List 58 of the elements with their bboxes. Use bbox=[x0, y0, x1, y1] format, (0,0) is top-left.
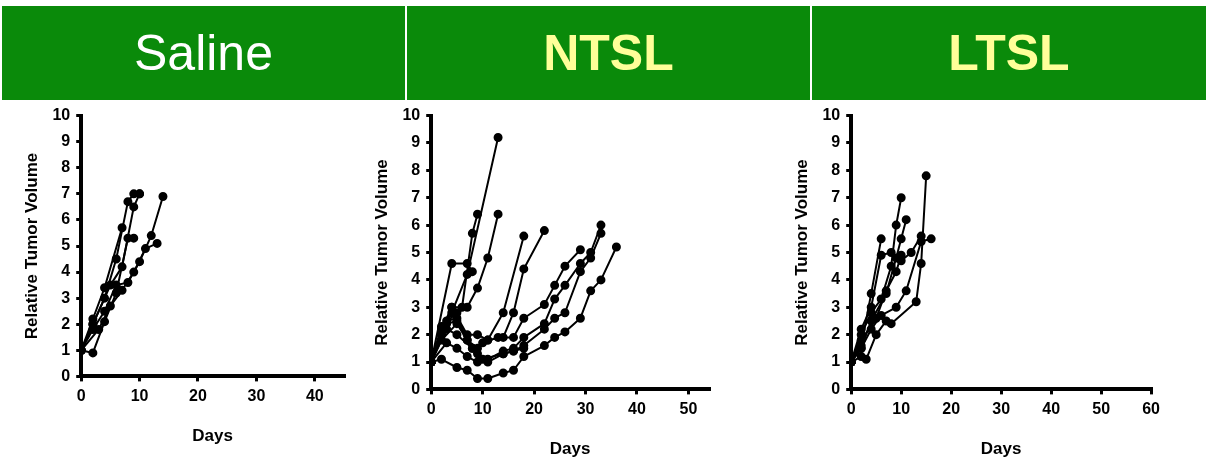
chart-title: NTSL bbox=[405, 6, 810, 100]
y-tick-label: 4 bbox=[831, 270, 841, 288]
x-tick-label: 30 bbox=[247, 387, 266, 405]
x-tick-label: 50 bbox=[1092, 400, 1111, 418]
y-axis-title: Relative Tumor Volume bbox=[791, 159, 811, 346]
y-tick-label: 6 bbox=[831, 215, 841, 233]
x-tick-label: 40 bbox=[305, 387, 324, 405]
y-tick-label: 10 bbox=[402, 106, 421, 124]
y-tick-label: 10 bbox=[52, 106, 71, 124]
y-tick-label: 8 bbox=[61, 158, 71, 176]
y-tick-label: 4 bbox=[61, 262, 71, 280]
y-tick-label: 2 bbox=[61, 314, 71, 332]
y-tick-label: 9 bbox=[831, 133, 841, 151]
x-tick-label: 10 bbox=[473, 400, 492, 418]
x-axis-title: Days bbox=[192, 426, 233, 446]
y-tick-label: 1 bbox=[411, 352, 421, 370]
y-tick-label: 2 bbox=[411, 325, 421, 343]
x-tick-label: 0 bbox=[846, 400, 856, 418]
y-tick-label: 4 bbox=[411, 270, 421, 288]
chart-title: LTSL bbox=[810, 6, 1206, 100]
x-tick-label: 20 bbox=[525, 400, 544, 418]
y-tick-label: 3 bbox=[831, 297, 841, 315]
x-tick-label: 20 bbox=[189, 387, 207, 405]
y-tick-label: 10 bbox=[822, 106, 841, 124]
x-tick-label: 20 bbox=[942, 400, 961, 418]
x-tick-label: 50 bbox=[679, 400, 698, 418]
y-tick-label: 0 bbox=[61, 366, 71, 384]
chart-title: Saline bbox=[0, 6, 405, 100]
x-axis-title: Days bbox=[980, 439, 1022, 459]
y-tick-label: 3 bbox=[61, 288, 71, 306]
y-axis-title: Relative Tumor Volume bbox=[21, 152, 41, 340]
x-tick-label: 0 bbox=[76, 387, 86, 405]
y-tick-label: 9 bbox=[411, 133, 421, 151]
y-tick-label: 1 bbox=[61, 340, 71, 358]
y-tick-label: 7 bbox=[831, 188, 841, 206]
y-tick-label: 3 bbox=[411, 297, 421, 315]
y-tick-label: 6 bbox=[61, 210, 71, 228]
y-tick-label: 7 bbox=[61, 184, 71, 202]
x-tick-label: 10 bbox=[892, 400, 911, 418]
y-tick-label: 5 bbox=[411, 242, 421, 260]
x-tick-label: 30 bbox=[992, 400, 1011, 418]
y-tick-label: 5 bbox=[831, 242, 841, 260]
x-tick-label: 30 bbox=[576, 400, 595, 418]
x-tick-label: 60 bbox=[1142, 400, 1161, 418]
x-tick-label: 40 bbox=[1042, 400, 1061, 418]
y-tick-label: 9 bbox=[61, 132, 71, 150]
y-tick-label: 6 bbox=[411, 215, 421, 233]
y-tick-label: 8 bbox=[411, 160, 421, 178]
y-tick-label: 8 bbox=[831, 160, 841, 178]
y-tick-label: 1 bbox=[831, 352, 841, 370]
y-tick-label: 2 bbox=[831, 325, 841, 343]
x-tick-label: 10 bbox=[130, 387, 149, 405]
y-tick-label: 5 bbox=[61, 236, 71, 254]
x-axis-title: Days bbox=[549, 439, 591, 459]
y-axis-title: Relative Tumor Volume bbox=[371, 159, 391, 346]
x-tick-label: 0 bbox=[426, 400, 436, 418]
x-tick-label: 40 bbox=[628, 400, 646, 418]
y-tick-label: 7 bbox=[411, 188, 421, 206]
